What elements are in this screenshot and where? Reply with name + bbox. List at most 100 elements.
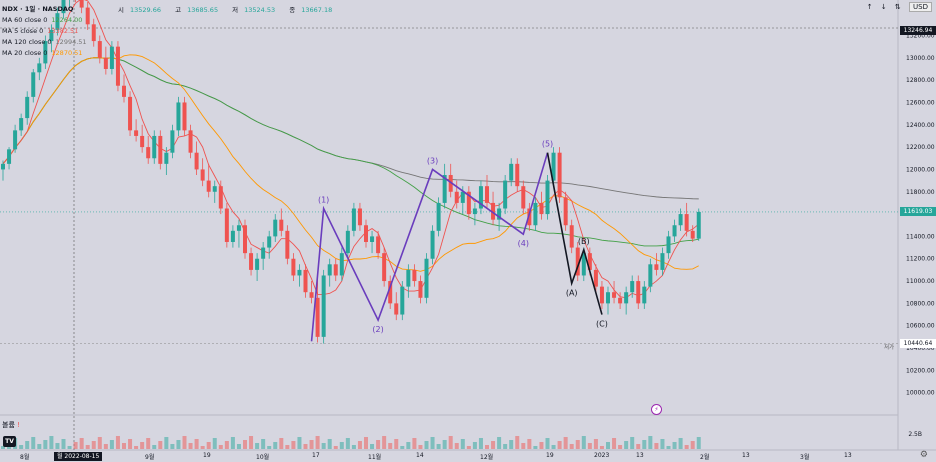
price-tick-label: 11400.00 — [906, 233, 935, 240]
candle-body — [575, 247, 580, 276]
ma60-line — [2, 57, 699, 247]
candle-body — [158, 135, 163, 164]
currency-select[interactable]: USD — [909, 2, 932, 12]
candle-body — [648, 264, 653, 287]
close-value: 종 13667.18 — [289, 6, 333, 14]
volume-bar — [315, 436, 320, 449]
volume-bar — [442, 440, 447, 449]
price-tick-label: 12200.00 — [906, 144, 935, 151]
time-tick-label: 11월 — [368, 454, 382, 461]
candle-body — [696, 211, 701, 239]
candle-body — [321, 275, 326, 337]
volume-bar — [503, 444, 508, 449]
candle-body — [412, 269, 417, 282]
volume-bar — [406, 442, 411, 449]
candle-body — [485, 186, 489, 203]
volume-bar — [478, 438, 483, 449]
price-axis — [898, 0, 936, 450]
event-marker-icon[interactable]: ⚡ — [651, 404, 662, 415]
volume-bar — [472, 442, 477, 449]
volume-bar — [73, 442, 78, 449]
time-tick-label: 10월 — [256, 454, 270, 461]
candle-body — [424, 258, 429, 298]
volume-bar — [206, 442, 211, 449]
volume-bar — [85, 445, 90, 449]
wave-label: (2) — [372, 325, 383, 334]
candle-body — [521, 186, 526, 209]
volume-bar — [122, 443, 126, 449]
arrow-up-icon[interactable]: ↑ — [866, 3, 873, 11]
volume-bar — [593, 439, 598, 449]
volume-bar — [412, 438, 417, 449]
candle-body — [315, 297, 320, 337]
volume-bar — [140, 442, 145, 449]
high-value: 고 13685.65 — [175, 6, 219, 14]
candle-body — [249, 253, 254, 270]
volume-bar — [581, 436, 586, 449]
swap-icon[interactable]: ⇅ — [894, 3, 901, 11]
volume-bar — [696, 437, 701, 449]
volume-bar — [327, 439, 332, 449]
volume-bar — [509, 440, 514, 449]
candle-body — [267, 236, 272, 248]
candle-body — [97, 41, 102, 58]
symbol-title[interactable]: NDX · 1일 · NASDAQ — [2, 5, 74, 13]
volume-bar — [539, 442, 544, 449]
candle-body — [55, 13, 60, 30]
tradingview-logo-icon[interactable]: TV — [3, 436, 16, 447]
low-price-tag: 10440.64 — [900, 338, 936, 348]
crosshair-price-tag: 13246.94 — [900, 25, 936, 35]
volume-bar — [279, 438, 284, 449]
candle-body — [569, 225, 574, 248]
price-tick-label: 13200.00 — [906, 32, 935, 39]
candle-body — [533, 202, 538, 226]
alert-icon: ! — [17, 421, 20, 429]
price-tick-label: 12600.00 — [906, 99, 935, 106]
volume-bar — [188, 443, 193, 449]
volume-bar — [176, 440, 181, 449]
ma120-line — [2, 57, 699, 200]
indicator-ma60[interactable]: MA 60 close 0 12264.00 — [2, 16, 83, 24]
indicator-ma5[interactable]: MA 5 close 0 13382.51 — [2, 27, 79, 35]
volume-bar — [569, 444, 574, 449]
volume-bar — [587, 443, 592, 449]
time-tick-label: 13 — [742, 452, 750, 459]
candle-body — [618, 297, 623, 304]
candle-body — [351, 208, 356, 231]
volume-bar — [436, 444, 441, 449]
price-tick-label: 11200.00 — [906, 256, 935, 263]
volume-bar — [25, 441, 30, 449]
candle-body — [587, 253, 592, 270]
price-tick-label: 10400.00 — [906, 345, 935, 352]
volume-bar — [551, 445, 556, 449]
candle-body — [394, 303, 399, 315]
volume-bar — [91, 441, 96, 449]
candle-body — [672, 225, 677, 237]
wave-label: (A) — [566, 288, 578, 297]
candle-body — [442, 175, 447, 203]
time-tick-label: 2월 — [700, 454, 710, 461]
volume-bar — [164, 437, 169, 449]
volume-label[interactable]: 볼륨 ! — [2, 421, 20, 429]
volume-bar — [67, 446, 72, 449]
candle-body — [218, 186, 223, 209]
candle-body — [364, 225, 368, 242]
volume-bar — [666, 446, 671, 449]
ohlc-readout: 시 13529.66 고 13685.65 저 13524.53 종 13667.18 — [118, 4, 344, 14]
indicator-ma20[interactable]: MA 20 close 0 12870.51 — [2, 49, 83, 57]
indicator-ma120[interactable]: MA 120 close 0 12994.51 — [2, 38, 87, 46]
arrow-down-icon[interactable]: ↓ — [880, 3, 887, 11]
volume-bar — [618, 445, 623, 449]
volume-bar — [521, 443, 526, 449]
candle-body — [454, 191, 459, 203]
time-axis[interactable]: 8월 9월 19 10월 17 11월 14 12월 19 2023 13 2월 13 3월 13 월 202… — [0, 452, 900, 462]
volume-bar — [606, 442, 610, 449]
candle-body — [690, 230, 695, 239]
time-tick-label: 14 — [416, 452, 424, 459]
volume-bar — [684, 445, 689, 449]
gear-icon[interactable]: ⚙ — [919, 450, 928, 460]
candle-body — [593, 269, 598, 287]
volume-bar — [212, 438, 217, 449]
volume-bar — [146, 438, 151, 449]
